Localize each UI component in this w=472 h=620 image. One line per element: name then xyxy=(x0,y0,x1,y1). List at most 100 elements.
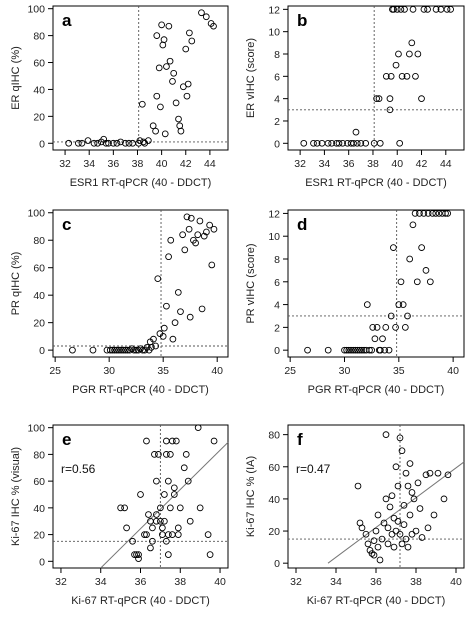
x-tick-label: 30 xyxy=(103,365,115,377)
data-point xyxy=(149,537,156,545)
data-point xyxy=(152,127,159,135)
data-point xyxy=(109,346,116,354)
data-point xyxy=(404,543,412,551)
data-point xyxy=(362,139,370,147)
data-point xyxy=(371,335,379,343)
data-point xyxy=(123,524,130,532)
data-point xyxy=(117,504,124,512)
data-point xyxy=(399,301,407,308)
data-point xyxy=(166,57,174,65)
data-point xyxy=(335,139,343,147)
x-tick-label: 40 xyxy=(447,365,459,377)
data-point xyxy=(138,100,146,108)
data-point xyxy=(350,139,357,147)
data-point xyxy=(442,210,449,217)
data-point xyxy=(169,335,177,343)
data-point xyxy=(363,301,371,308)
data-point xyxy=(159,41,167,49)
data-point xyxy=(384,524,392,532)
data-point xyxy=(208,261,216,269)
data-point xyxy=(357,139,365,147)
data-point xyxy=(358,346,366,354)
y-axis-label: PR qIHC (%) xyxy=(10,252,22,316)
panel-label: a xyxy=(62,11,72,30)
data-point xyxy=(179,231,186,239)
data-point xyxy=(352,346,359,354)
data-point xyxy=(204,531,212,538)
plot-frame xyxy=(287,209,465,358)
data-point xyxy=(397,5,405,13)
x-axis-label: PGR RT-qPCR (40 - DDCT) xyxy=(72,384,209,396)
panel-label: d xyxy=(297,215,307,234)
data-point xyxy=(394,482,402,490)
data-point xyxy=(396,530,404,538)
data-point xyxy=(362,530,370,538)
data-point xyxy=(386,95,394,103)
data-point xyxy=(163,437,170,445)
x-tick-label: 36 xyxy=(343,158,355,170)
data-point xyxy=(163,451,170,458)
data-point xyxy=(429,210,436,217)
data-point xyxy=(356,346,364,354)
data-point xyxy=(396,139,404,147)
data-point xyxy=(324,346,332,354)
y-tick-label: 60 xyxy=(33,476,45,488)
x-tick-label: 38 xyxy=(367,158,379,170)
x-tick-label: 34 xyxy=(83,158,95,170)
data-point xyxy=(424,210,432,217)
y-tick-label: 10 xyxy=(268,27,280,39)
y-axis-label: Ki-67 IHC % (IA) xyxy=(245,456,257,537)
data-point xyxy=(347,346,355,354)
y-tick-label: 2 xyxy=(274,116,280,128)
data-point xyxy=(130,346,138,354)
data-point xyxy=(378,535,386,543)
data-point xyxy=(65,139,73,147)
y-tick-label: 60 xyxy=(268,462,280,474)
data-point xyxy=(447,5,454,13)
panel-e: 32 34 36 38 40 0 20 40 60 80 100 Ki-67 RT-qPCR (40 … xyxy=(10,423,229,607)
y-tick-label: 60 xyxy=(33,263,45,275)
data-point xyxy=(94,139,102,147)
data-point xyxy=(119,346,127,354)
data-point xyxy=(444,471,452,479)
data-point xyxy=(324,139,332,147)
x-tick-label: 32 xyxy=(290,576,302,588)
y-tick-label: 0 xyxy=(39,556,45,568)
data-point xyxy=(388,530,396,538)
data-point xyxy=(401,324,409,331)
data-point xyxy=(181,246,189,254)
data-point xyxy=(165,22,173,30)
data-point xyxy=(328,139,336,147)
y-axis-label: PR vIHC (score) xyxy=(245,243,257,323)
y-axis-label: ER vIHC (score) xyxy=(245,38,257,118)
y-tick-label: 0 xyxy=(274,345,280,357)
data-point xyxy=(364,540,372,548)
data-point xyxy=(424,524,432,532)
data-point xyxy=(374,511,382,519)
data-point xyxy=(397,278,405,286)
x-tick-label: 30 xyxy=(339,365,351,377)
data-point xyxy=(194,231,202,239)
data-point xyxy=(194,424,202,432)
x-tick-label: 34 xyxy=(95,576,107,588)
y-tick-label: 6 xyxy=(274,277,280,289)
data-point xyxy=(434,469,442,477)
data-point xyxy=(165,253,172,261)
data-point xyxy=(400,521,408,528)
data-point xyxy=(349,346,357,354)
data-point xyxy=(409,5,417,13)
data-point xyxy=(122,346,129,354)
data-point xyxy=(368,550,376,557)
x-tick-label: 25 xyxy=(49,365,61,377)
plot-frame xyxy=(52,424,229,569)
data-point xyxy=(121,504,128,512)
y-tick-label: 0 xyxy=(274,558,280,570)
data-point xyxy=(392,324,399,331)
x-axis-label: Ki-67 RT-qPCR (40 - DDCT) xyxy=(307,595,446,607)
data-point xyxy=(168,531,176,538)
data-point xyxy=(137,491,144,498)
data-point xyxy=(414,479,422,487)
data-point xyxy=(300,139,308,147)
data-point xyxy=(432,5,440,13)
data-point xyxy=(176,504,184,512)
